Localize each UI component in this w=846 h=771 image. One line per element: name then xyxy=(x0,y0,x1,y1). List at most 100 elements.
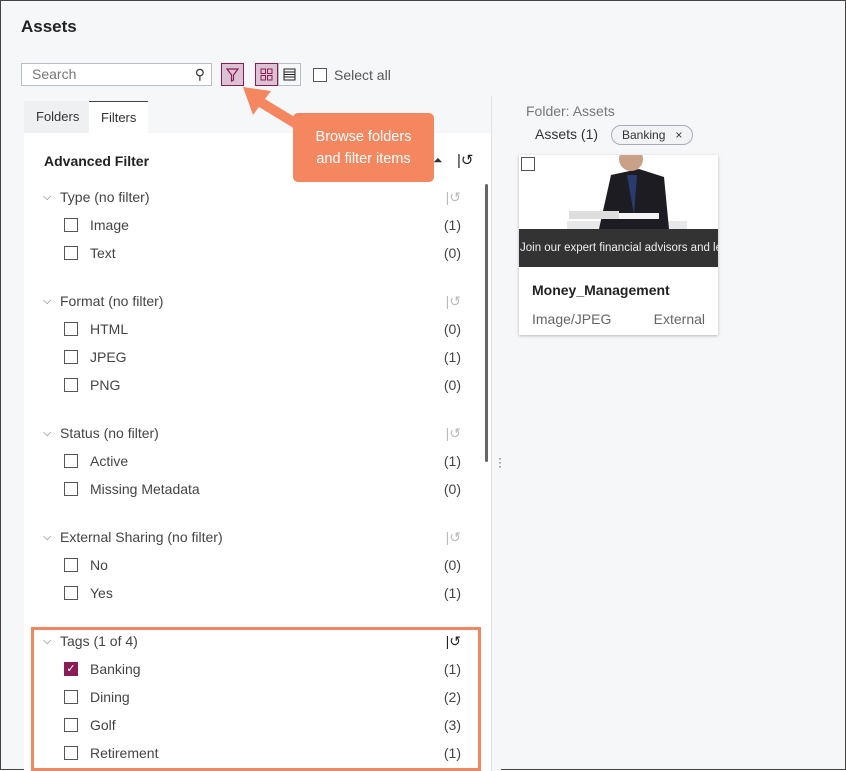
list-icon xyxy=(283,68,296,81)
advanced-filter-heading: Advanced Filter xyxy=(44,153,150,169)
checkbox[interactable] xyxy=(64,218,78,232)
checkbox[interactable] xyxy=(64,558,78,572)
reset-icon[interactable]: |↺ xyxy=(445,528,461,545)
section-title: Tags (1 of 4) xyxy=(60,633,138,649)
filter-chip-banking[interactable]: Banking × xyxy=(611,125,694,145)
checkbox[interactable]: ✓ xyxy=(64,662,78,676)
checkbox[interactable] xyxy=(64,586,78,600)
option-count: (1) xyxy=(443,585,461,601)
callout-tooltip: Browse folders and filter items xyxy=(293,113,434,182)
chevron-down-icon[interactable]: ⌵ xyxy=(43,530,52,543)
results-count: Assets (1) xyxy=(535,126,599,142)
reset-icon[interactable]: |↺ xyxy=(445,292,461,309)
filter-option[interactable]: Dining (2) xyxy=(43,683,461,711)
section-title: External Sharing (no filter) xyxy=(60,529,223,545)
option-label: Banking xyxy=(90,661,141,677)
filter-option[interactable]: ✓ Banking (1) xyxy=(43,655,461,683)
search-input[interactable]: Search ⚲ xyxy=(21,63,212,86)
checkbox[interactable] xyxy=(64,378,78,392)
checkbox[interactable] xyxy=(64,454,78,468)
chevron-down-icon[interactable]: ⌵ xyxy=(43,190,52,203)
option-label: Yes xyxy=(90,585,113,601)
option-label: Missing Metadata xyxy=(90,481,200,497)
folder-path: Folder: Assets xyxy=(526,103,615,119)
filter-toggle-button[interactable] xyxy=(221,63,244,86)
chevron-down-icon[interactable]: ⌵ xyxy=(43,634,52,647)
filter-section: ⌵ Type (no filter) |↺ Image (1) Text (0) xyxy=(43,183,461,267)
filter-option[interactable]: Active (1) xyxy=(43,447,461,475)
search-icon[interactable]: ⚲ xyxy=(194,66,205,82)
option-count: (3) xyxy=(443,717,461,733)
checkbox[interactable] xyxy=(64,350,78,364)
thumbnail-caption: Join our expert financial advisors and l… xyxy=(519,229,718,267)
section-header[interactable]: ⌵ Type (no filter) |↺ xyxy=(43,183,461,211)
option-label: JPEG xyxy=(90,349,127,365)
checkbox[interactable] xyxy=(64,718,78,732)
splitter-handle-icon[interactable]: · · · xyxy=(498,451,502,473)
option-label: Golf xyxy=(90,717,116,733)
option-label: Text xyxy=(90,245,116,261)
option-count: (1) xyxy=(443,745,461,761)
filter-section: ⌵ Status (no filter) |↺ Active (1) Missing Me… xyxy=(43,419,461,503)
businessman-image xyxy=(567,155,687,229)
reset-icon[interactable]: |↺ xyxy=(445,632,461,649)
checkbox[interactable] xyxy=(64,482,78,496)
section-header[interactable]: ⌵ Format (no filter) |↺ xyxy=(43,287,461,315)
option-count: (0) xyxy=(443,557,461,573)
filter-option[interactable]: No (0) xyxy=(43,551,461,579)
asset-sharing: External xyxy=(653,311,705,327)
filter-option[interactable]: Golf (3) xyxy=(43,711,461,739)
asset-checkbox[interactable] xyxy=(521,157,535,171)
select-all-label: Select all xyxy=(334,67,391,83)
filter-option[interactable]: PNG (0) xyxy=(43,371,461,399)
reset-icon[interactable]: |↺ xyxy=(445,424,461,441)
grid-view-button[interactable] xyxy=(255,63,278,86)
checkbox[interactable] xyxy=(313,68,327,82)
asset-type: Image/JPEG xyxy=(532,311,612,327)
tab-folders[interactable]: Folders xyxy=(24,101,92,133)
reset-all-icon[interactable]: |↺ xyxy=(457,152,474,169)
option-count: (1) xyxy=(443,349,461,365)
select-all-checkbox[interactable]: Select all xyxy=(313,67,391,83)
pane-splitter[interactable] xyxy=(491,96,501,771)
section-header[interactable]: ⌵ Tags (1 of 4) |↺ xyxy=(43,627,461,655)
chevron-down-icon[interactable]: ⌵ xyxy=(43,294,52,307)
option-label: Image xyxy=(90,217,129,233)
collapse-all-icon[interactable]: ⏶ xyxy=(433,153,443,167)
section-title: Format (no filter) xyxy=(60,293,164,309)
option-label: PNG xyxy=(90,377,121,393)
tab-filters[interactable]: Filters xyxy=(89,101,149,133)
reset-icon[interactable]: |↺ xyxy=(445,188,461,205)
scrollbar[interactable] xyxy=(485,184,488,462)
list-view-button[interactable] xyxy=(278,63,301,86)
close-icon[interactable]: × xyxy=(675,128,683,142)
filter-option[interactable]: Yes (1) xyxy=(43,579,461,607)
option-count: (1) xyxy=(443,453,461,469)
option-count: (1) xyxy=(443,661,461,677)
filter-option[interactable]: Retirement (1) xyxy=(43,739,461,767)
filter-option[interactable]: JPEG (1) xyxy=(43,343,461,371)
page-title: Assets xyxy=(21,17,77,36)
filter-option[interactable]: Text (0) xyxy=(43,239,461,267)
option-count: (0) xyxy=(443,321,461,337)
option-count: (0) xyxy=(443,377,461,393)
asset-name[interactable]: Money_Management xyxy=(532,282,670,298)
section-title: Type (no filter) xyxy=(60,189,150,205)
filter-option[interactable]: Image (1) xyxy=(43,211,461,239)
section-header[interactable]: ⌵ Status (no filter) |↺ xyxy=(43,419,461,447)
checkbox[interactable] xyxy=(64,322,78,336)
asset-card[interactable]: Join our expert financial advisors and l… xyxy=(519,155,718,335)
checkbox[interactable] xyxy=(64,746,78,760)
checkbox[interactable] xyxy=(64,690,78,704)
checkbox[interactable] xyxy=(64,246,78,260)
tags-highlight-box xyxy=(31,627,481,771)
section-header[interactable]: ⌵ External Sharing (no filter) |↺ xyxy=(43,523,461,551)
option-label: No xyxy=(90,557,108,573)
chevron-down-icon[interactable]: ⌵ xyxy=(43,426,52,439)
filter-icon xyxy=(226,67,239,82)
filter-option[interactable]: HTML (0) xyxy=(43,315,461,343)
option-label: Retirement xyxy=(90,745,159,761)
filter-option[interactable]: Missing Metadata (0) xyxy=(43,475,461,503)
option-count: (0) xyxy=(443,481,461,497)
